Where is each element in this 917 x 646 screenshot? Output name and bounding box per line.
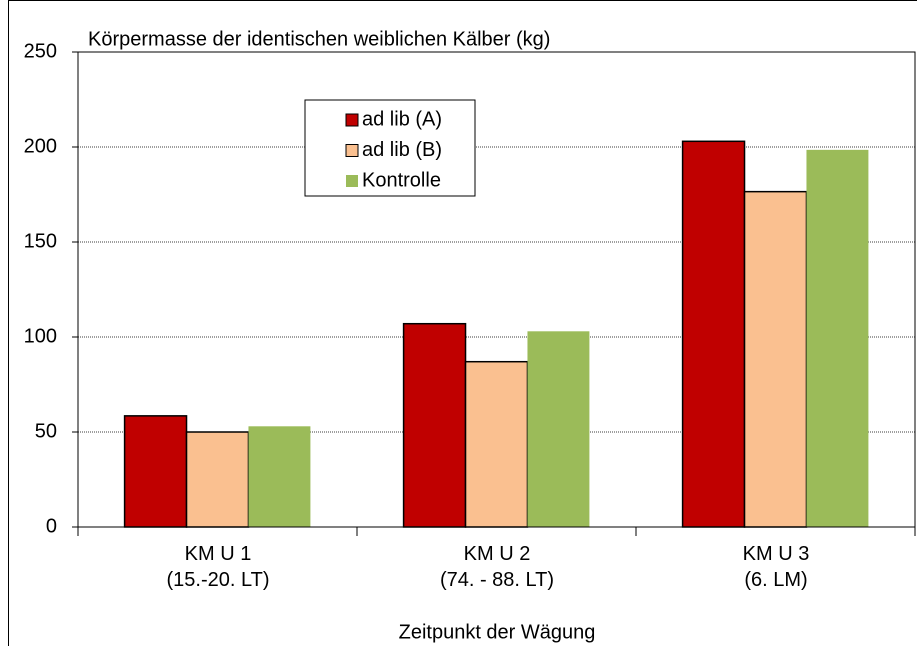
y-tick-label: 200	[24, 135, 57, 157]
y-tick-label: 150	[24, 230, 57, 252]
legend-label: ad lib (A)	[362, 108, 442, 130]
bar	[248, 426, 311, 527]
bar	[402, 322, 467, 528]
x-tick-label: KM U 1 (15.-20. LT)	[166, 543, 270, 591]
legend-label: ad lib (B)	[362, 139, 442, 161]
x-axis-title: Zeitpunkt der Wägung	[399, 621, 596, 643]
y-tick-label: 250	[24, 40, 57, 62]
chart-title: Körpermasse der identischen weiblichen K…	[88, 28, 550, 50]
y-tick-label: 0	[46, 515, 57, 537]
bar	[185, 431, 250, 528]
legend-swatch	[345, 144, 359, 157]
bar	[527, 331, 590, 527]
bar	[743, 190, 808, 528]
y-tick-label: 100	[24, 325, 57, 347]
legend-swatch	[346, 175, 358, 187]
legend-box	[304, 99, 476, 197]
y-tick-label: 50	[35, 420, 57, 442]
bar	[464, 360, 529, 528]
legend-swatch	[345, 113, 359, 127]
bar	[123, 415, 188, 528]
x-tick-label: KM U 2 (74. - 88. LT)	[439, 543, 555, 591]
plot-border	[77, 51, 916, 528]
bar	[681, 140, 746, 528]
legend-label: Kontrolle	[362, 169, 441, 191]
bar	[806, 149, 869, 527]
x-tick-label: KM U 3 (6. LM)	[742, 543, 810, 591]
